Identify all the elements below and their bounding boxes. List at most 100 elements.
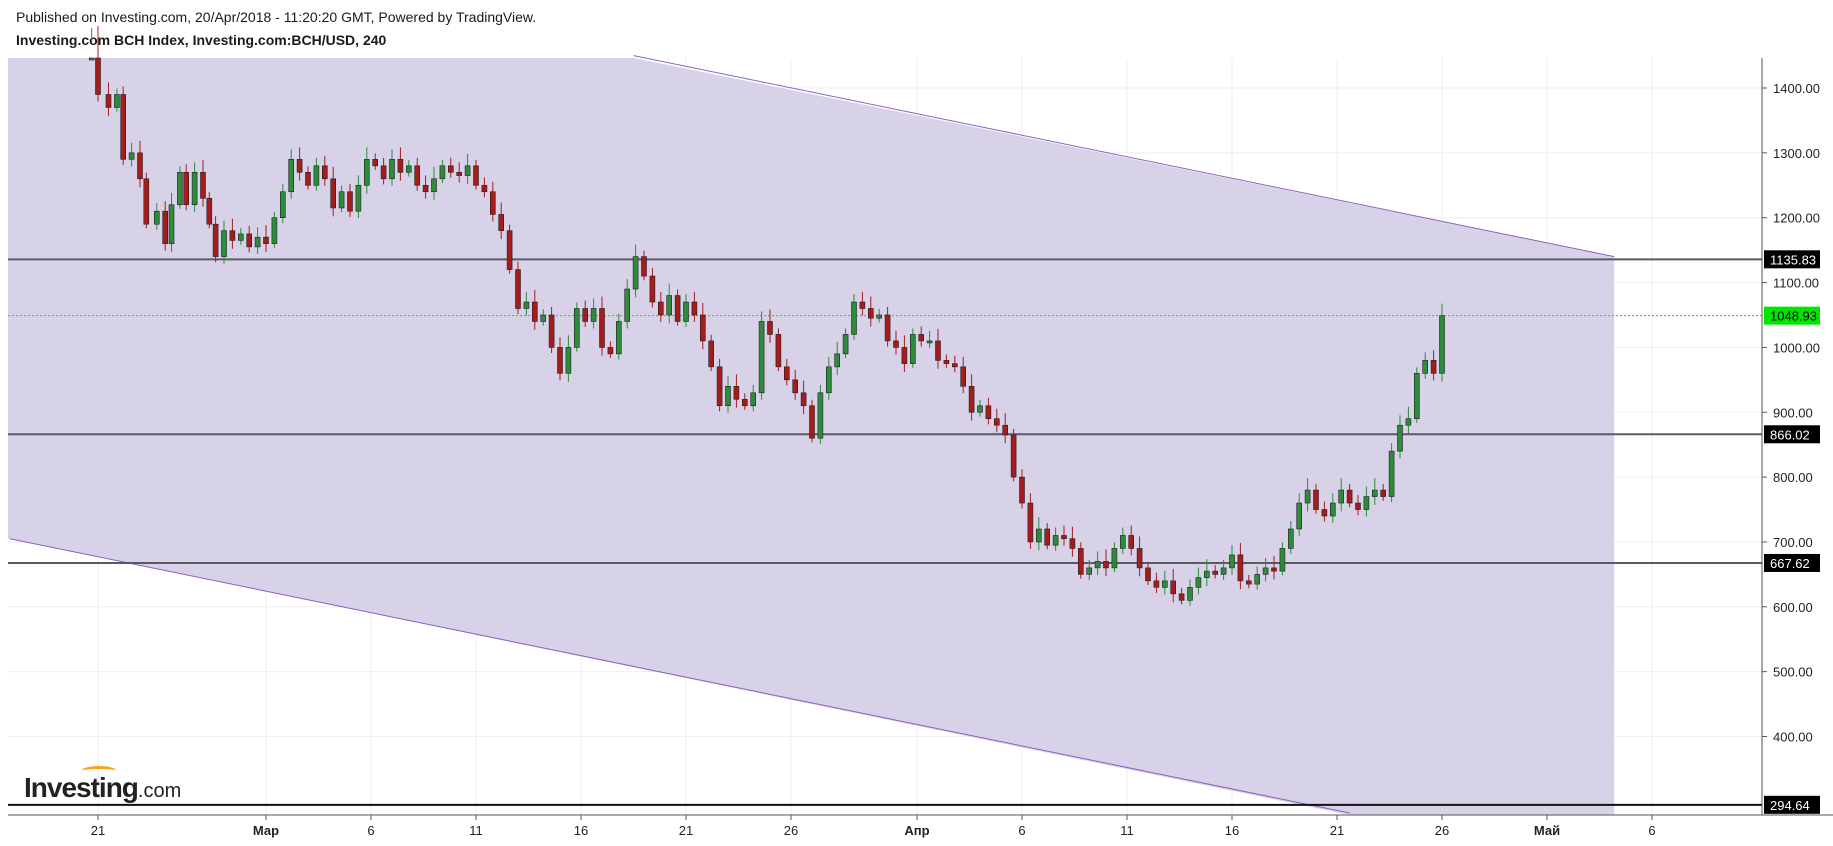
x-tick-label: 11: [1120, 823, 1134, 838]
candle-body: [271, 217, 278, 244]
candle-body: [1061, 535, 1067, 540]
candle-body: [473, 165, 479, 186]
x-tick-label: 6: [1018, 823, 1025, 838]
candle-body: [573, 308, 580, 348]
candle-body: [1036, 528, 1042, 543]
candle-body: [372, 159, 379, 167]
candle-body: [590, 308, 597, 322]
last-price-label: 1048.93: [1770, 309, 1817, 324]
candle-body: [977, 405, 983, 413]
channel-lower-line: [9, 538, 1350, 814]
logo-main-text: Investing: [24, 772, 139, 803]
candle-body: [506, 230, 513, 270]
candle-body: [168, 204, 175, 244]
candle-body: [758, 321, 765, 394]
level-label-box: [1764, 425, 1820, 444]
candle-body: [531, 301, 538, 322]
candle-body: [1229, 554, 1235, 569]
candle-body: [1136, 548, 1143, 569]
candle-body: [1296, 502, 1302, 530]
candle-body: [657, 301, 664, 316]
candle-body: [422, 184, 429, 193]
logo-swoosh-icon: [82, 766, 116, 775]
candle-body: [1069, 538, 1076, 549]
level-label: 1135.83: [1770, 252, 1816, 267]
candle-body: [481, 184, 488, 193]
candle-body: [993, 418, 1000, 426]
candle-body: [674, 295, 681, 322]
channel-upper-line: [633, 55, 1615, 258]
candle-body: [1019, 476, 1025, 504]
candle-body: [985, 405, 992, 420]
x-tick-label: Апр: [904, 823, 929, 838]
x-tick-label: 21: [679, 823, 693, 838]
level-lines: [8, 258, 1762, 806]
candle-body: [842, 334, 849, 355]
candle-body: [708, 340, 715, 368]
candle-body: [943, 360, 950, 364]
candle-body: [431, 178, 437, 193]
candle-body: [1212, 570, 1218, 575]
y-tick-label: 1200.00: [1773, 211, 1820, 226]
candle-body: [1355, 502, 1361, 510]
candle-body: [347, 191, 353, 212]
candle-body: [1430, 360, 1437, 374]
candle-body: [641, 256, 647, 277]
candle-body: [1388, 450, 1395, 497]
candle-body: [960, 366, 967, 387]
candle-body: [1321, 509, 1328, 517]
x-tick-label: 21: [91, 823, 105, 838]
candle-body: [1246, 580, 1252, 585]
candle-body: [212, 223, 219, 257]
candle-body: [582, 308, 589, 322]
level-label: 866.02: [1770, 427, 1810, 442]
candle-body: [464, 165, 471, 176]
candle-body: [296, 159, 303, 173]
candle-body: [1128, 535, 1134, 549]
y-tick-label: 700.00: [1773, 535, 1813, 550]
investing-logo: Investing .com: [24, 766, 181, 804]
candle-body: [901, 347, 908, 364]
candle-body: [1271, 567, 1277, 572]
x-tick-label: Мар: [253, 823, 279, 838]
candle-body: [183, 172, 189, 206]
candle-body: [447, 165, 454, 173]
candle-body: [540, 314, 547, 322]
candle-body: [1111, 548, 1118, 569]
y-tick-label: 600.00: [1773, 600, 1813, 615]
candle-body: [624, 288, 631, 322]
candle-body: [767, 321, 773, 335]
candle-body: [1372, 489, 1378, 497]
candle-body: [909, 334, 916, 364]
x-axis-ticks: 21 Мар 6 11 16 21 26 Апр 6 11 16 21 26 Май 6: [91, 815, 1656, 838]
candle-body: [1262, 567, 1269, 575]
candle-body: [691, 301, 698, 316]
x-tick-label: 6: [367, 823, 374, 838]
y-tick-label: 1300.00: [1773, 146, 1820, 161]
y-tick-label: 1400.00: [1773, 81, 1820, 96]
candle-body: [305, 172, 311, 186]
candle-body: [162, 210, 168, 244]
candle-body: [143, 178, 150, 225]
candle-body: [876, 314, 883, 319]
candle-body: [800, 392, 807, 407]
x-tick-label: 6: [1648, 823, 1655, 838]
candle-body: [221, 230, 227, 257]
candle-body: [926, 340, 933, 344]
candle-body: [456, 172, 463, 176]
candle-body: [1338, 489, 1344, 504]
x-tick-label: Май: [1534, 823, 1560, 838]
y-tick-label: 500.00: [1773, 665, 1813, 680]
candle-body: [1002, 424, 1009, 436]
candle-body: [1195, 577, 1202, 588]
candle-body: [1153, 580, 1160, 588]
candle-body: [1414, 373, 1420, 420]
level-label-box: [1764, 795, 1820, 814]
level-label-box: [1764, 250, 1820, 269]
candle-body: [775, 334, 782, 368]
candle-body: [238, 233, 244, 241]
candle-body: [1279, 548, 1286, 572]
candle-body: [515, 269, 521, 309]
candle-body: [1027, 502, 1034, 543]
